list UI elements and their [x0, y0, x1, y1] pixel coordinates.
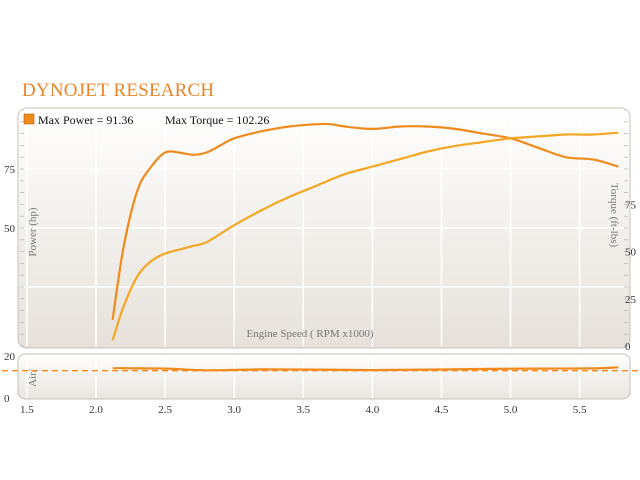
- x-tick-label: 2.5: [158, 404, 172, 416]
- right-tick-label: 25: [625, 294, 637, 306]
- main-grid: [20, 109, 628, 347]
- x-axis-label: Engine Speed ( RPM x1000): [246, 328, 373, 340]
- x-tick-label: 4.5: [435, 404, 449, 416]
- air-fuel-curve: [112, 366, 619, 372]
- right-tick-label: 50: [625, 247, 637, 259]
- x-tick-label: 1.5: [20, 404, 34, 416]
- left-tick-label: 50: [4, 223, 16, 235]
- y-axis-right-label: Torque (ft-lbs): [608, 183, 620, 248]
- main-series: [111, 122, 619, 341]
- x-tick-label: 3.0: [227, 404, 241, 416]
- air-y-tick-label: 20: [4, 351, 16, 363]
- x-tick-label: 5.5: [573, 404, 587, 416]
- x-tick-label: 4.0: [365, 404, 379, 416]
- air-fuel-ticks: 0 20 1.5 2.0 2.5 3.0 3.5 4.0 4.5 5.0 5.5: [4, 351, 587, 416]
- air-fuel-y-label: Air/: [27, 368, 39, 387]
- y-axis-left-label: Power (hp): [27, 207, 39, 257]
- air-fuel-plot-area: [17, 353, 631, 400]
- air-fuel-grid: [26, 356, 581, 398]
- x-tick-label: 3.5: [296, 404, 310, 416]
- legend-swatch: [23, 113, 35, 125]
- main-ticks: 50 75 0 25 50 75: [4, 164, 637, 353]
- x-tick-label: 2.0: [89, 404, 103, 416]
- right-tick-label: 75: [625, 199, 637, 211]
- right-tick-label: 0: [625, 341, 631, 353]
- air-fuel-series: [2, 366, 638, 372]
- air-y-tick-label: 0: [4, 393, 10, 405]
- left-tick-label: 75: [4, 164, 16, 176]
- legend: Max Power = 91.36 Max Torque = 102.26: [23, 113, 269, 127]
- brand-title: DYNOJET RESEARCH: [22, 80, 215, 101]
- legend-max-torque: Max Torque = 102.26: [165, 113, 269, 127]
- x-tick-label: 5.0: [504, 404, 518, 416]
- torque-curve: [111, 131, 619, 341]
- legend-max-power: Max Power = 91.36: [38, 113, 133, 127]
